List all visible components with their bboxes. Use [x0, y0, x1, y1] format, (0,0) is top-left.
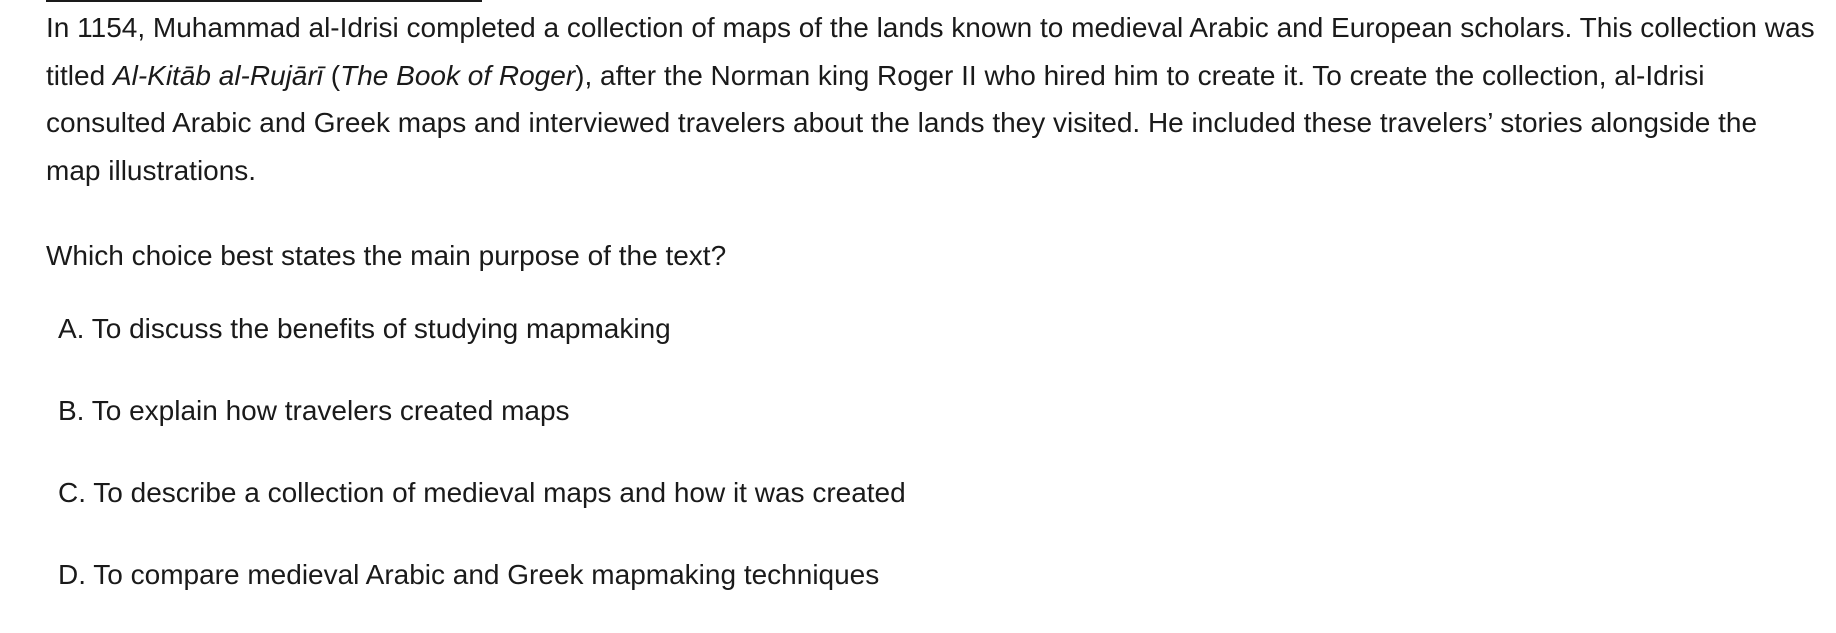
choice-d-text: To compare medieval Arabic and Greek map… [93, 559, 880, 590]
question-prompt: Which choice best states the main purpos… [46, 240, 727, 271]
passage-text: In 1154, Muhammad al-Idrisi completed a … [46, 4, 1816, 194]
choice-b-letter: B. [58, 395, 85, 426]
choice-b[interactable]: B. To explain how travelers created maps [58, 387, 906, 469]
choice-a-text: To discuss the benefits of studying mapm… [91, 313, 671, 344]
choice-a[interactable]: A. To discuss the benefits of studying m… [58, 305, 906, 387]
passage-part-2: ( [323, 59, 341, 91]
choice-d[interactable]: D. To compare medieval Arabic and Greek … [58, 551, 906, 633]
choice-c-letter: C. [58, 477, 86, 508]
passage-title-english: The Book of Roger [340, 59, 576, 91]
choice-a-letter: A. [58, 313, 85, 344]
answer-choices: A. To discuss the benefits of studying m… [58, 305, 906, 633]
choice-c[interactable]: C. To describe a collection of medieval … [58, 469, 906, 551]
top-divider [46, 0, 482, 2]
choice-b-text: To explain how travelers created maps [91, 395, 570, 426]
passage-title-arabic: Al-Kitāb al-Rujārī [112, 59, 324, 91]
passage-part-3: ), after the Norman king Roger II who hi… [46, 59, 1758, 186]
choice-d-letter: D. [58, 559, 86, 590]
choice-c-text: To describe a collection of medieval map… [93, 477, 906, 508]
passage-part-1: In 1154, Muhammad al-Idrisi completed a … [46, 12, 1815, 91]
